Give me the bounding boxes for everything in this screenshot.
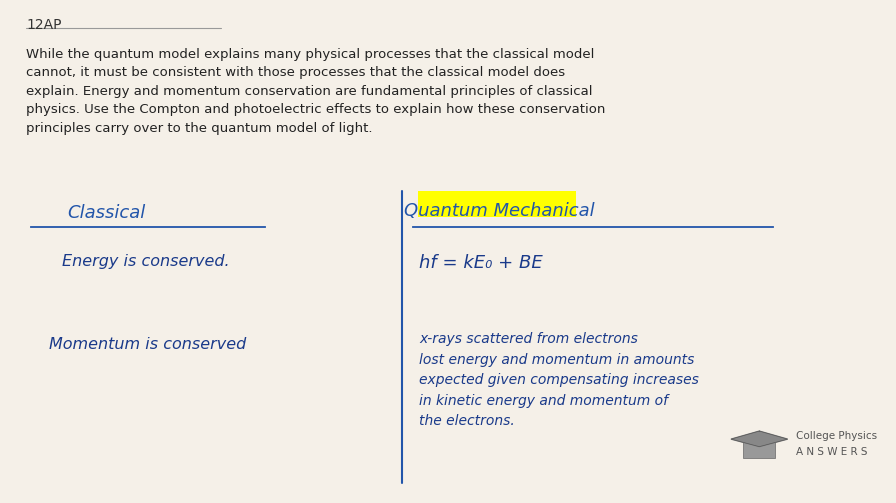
FancyBboxPatch shape: [418, 191, 575, 217]
Text: Momentum is conserved: Momentum is conserved: [48, 337, 246, 352]
Text: Quantum Mechanical: Quantum Mechanical: [403, 202, 594, 220]
Polygon shape: [731, 431, 788, 447]
Text: While the quantum model explains many physical processes that the classical mode: While the quantum model explains many ph…: [27, 48, 606, 135]
Text: Energy is conserved.: Energy is conserved.: [62, 254, 229, 269]
Text: Classical: Classical: [67, 204, 145, 222]
Text: x-rays scattered from electrons
lost energy and momentum in amounts
expected giv: x-rays scattered from electrons lost ene…: [419, 332, 699, 429]
Text: College Physics
A N S W E R S: College Physics A N S W E R S: [797, 431, 877, 457]
FancyBboxPatch shape: [744, 440, 775, 458]
Text: 12AP: 12AP: [27, 18, 62, 32]
Text: hf = kE₀ + BE: hf = kE₀ + BE: [419, 254, 543, 272]
